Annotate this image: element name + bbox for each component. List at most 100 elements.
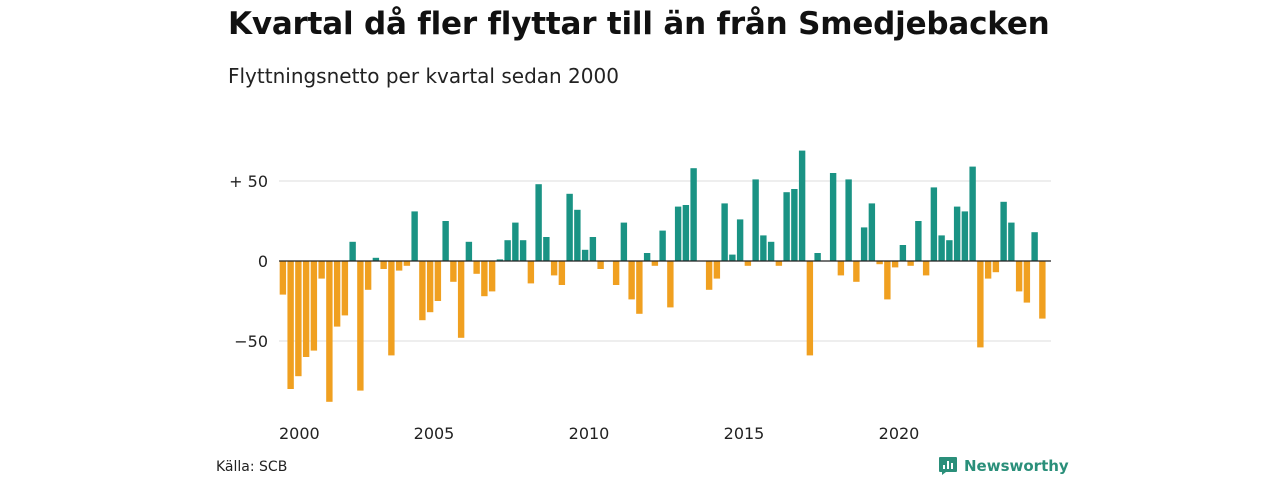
- bar: [705, 261, 713, 290]
- bar: [302, 261, 310, 357]
- bar: [488, 261, 496, 292]
- bar: [961, 211, 969, 261]
- bar: [426, 261, 434, 313]
- bar: [581, 249, 589, 261]
- bar: [651, 261, 659, 266]
- bar: [729, 254, 736, 261]
- bar: [450, 261, 457, 282]
- y-tick-label: + 50: [229, 172, 268, 191]
- chart-title: Kvartal då fler flyttar till än från Sme…: [228, 6, 1050, 42]
- bar: [984, 261, 992, 279]
- bar: [481, 261, 488, 297]
- bar: [310, 261, 318, 351]
- grid-lines: [279, 180, 1051, 342]
- bar: [1015, 261, 1023, 292]
- bar: [814, 253, 821, 261]
- bar: [535, 184, 542, 261]
- bar: [736, 219, 744, 261]
- bar: [775, 261, 783, 266]
- bar: [465, 241, 473, 261]
- bar: [349, 241, 356, 261]
- bar: [837, 261, 845, 276]
- bar: [713, 261, 721, 279]
- bar: [512, 222, 519, 261]
- bar: [922, 261, 930, 276]
- x-tick-label: 2015: [724, 424, 765, 443]
- bar: [341, 261, 349, 316]
- bar: [674, 206, 682, 261]
- y-tick-label: 0: [258, 252, 268, 271]
- bar: [946, 240, 953, 261]
- bar: [907, 261, 914, 266]
- brand-logo: Newsworthy: [938, 456, 1069, 476]
- chart-subtitle: Flyttningsnetto per kvartal sedan 2000: [228, 64, 619, 88]
- bar: [566, 193, 573, 261]
- y-tick-label: −50: [234, 332, 268, 351]
- bar: [527, 261, 535, 284]
- bar: [326, 261, 333, 402]
- bar: [899, 245, 907, 261]
- bar: [791, 189, 798, 261]
- bar: [915, 221, 922, 261]
- bar: [550, 261, 558, 276]
- bar: [558, 261, 566, 285]
- bar: [938, 235, 945, 261]
- bar: [760, 235, 767, 261]
- bar: [434, 261, 442, 301]
- bar: [287, 261, 294, 389]
- bar: [1031, 232, 1038, 261]
- bar: [953, 206, 961, 261]
- bar: [845, 179, 852, 261]
- bar: [806, 261, 814, 356]
- bar-chart-icon: [939, 457, 957, 475]
- bar: [279, 261, 287, 295]
- bar: [1000, 201, 1007, 261]
- bar: [388, 261, 395, 356]
- bar: [977, 261, 984, 348]
- bar: [930, 187, 938, 261]
- bar: [395, 261, 403, 271]
- bar: [667, 261, 674, 308]
- bar: [829, 173, 837, 261]
- bar: [519, 240, 527, 261]
- x-tick-label: 2020: [879, 424, 920, 443]
- bar: [643, 253, 651, 261]
- x-tick-label: 2010: [569, 424, 610, 443]
- bar: [496, 259, 504, 261]
- bar: [543, 237, 550, 261]
- bar: [357, 261, 364, 391]
- bar: [295, 261, 302, 377]
- bar: [798, 150, 806, 261]
- bar: [853, 261, 860, 282]
- bar: [333, 261, 341, 327]
- bar: [419, 261, 426, 321]
- bar: [504, 240, 511, 261]
- bar: [992, 261, 1000, 273]
- bar: [372, 257, 380, 261]
- bar: [690, 168, 697, 261]
- bar: [682, 205, 690, 261]
- bar: [752, 179, 759, 261]
- x-axis-ticks: 2000 2005 2010 2015 2020: [279, 424, 919, 443]
- bar: [620, 222, 628, 261]
- bar: [868, 203, 876, 261]
- bar: [597, 261, 604, 269]
- y-axis-ticks: + 50 0 −50: [229, 172, 268, 351]
- bar: [1039, 261, 1046, 319]
- bar: [744, 261, 752, 266]
- bar: [876, 261, 883, 265]
- bar: [318, 261, 325, 279]
- bar: [628, 261, 635, 300]
- bar: [636, 261, 643, 314]
- bar: [380, 261, 387, 269]
- bar: [411, 211, 418, 261]
- bar: [659, 230, 666, 261]
- x-tick-label: 2000: [279, 424, 320, 443]
- bar: [442, 221, 449, 261]
- x-tick-label: 2005: [414, 424, 455, 443]
- bars: [279, 150, 1046, 402]
- bar: [612, 261, 620, 285]
- bar: [884, 261, 891, 300]
- bar: [969, 166, 976, 261]
